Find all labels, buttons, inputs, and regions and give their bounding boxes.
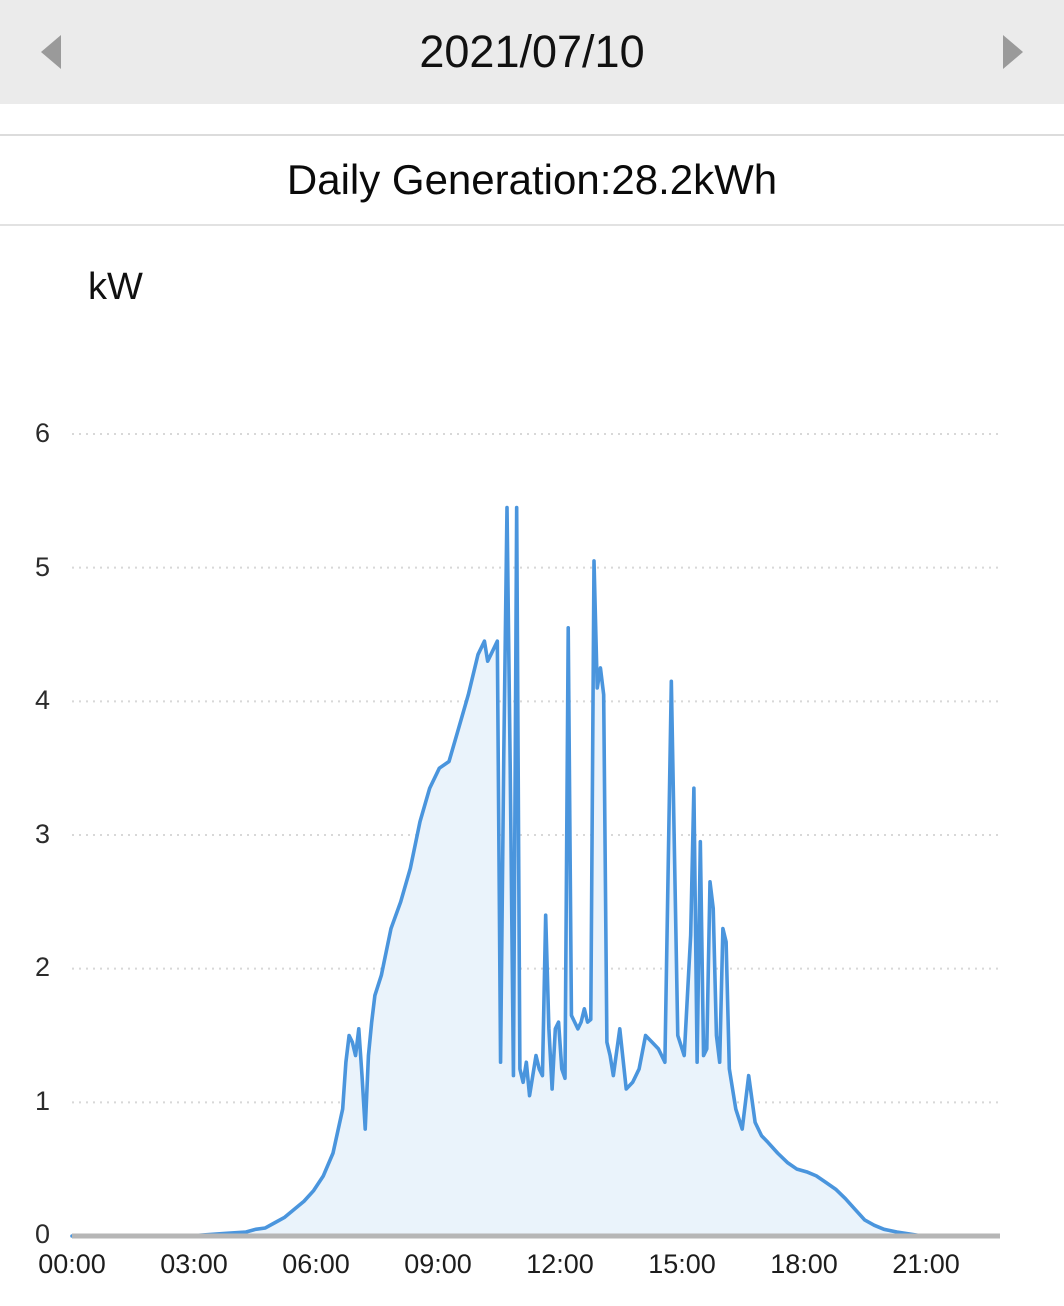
area-fill — [72, 507, 962, 1236]
triangle-right-icon — [1002, 35, 1023, 69]
power-chart: kW 6 5 4 3 2 1 0 00:00 03:00 06:00 09:00… — [0, 226, 1064, 1306]
x-tick-1800: 18:00 — [770, 1249, 838, 1279]
current-date-label: 2021/07/10 — [419, 26, 645, 77]
x-tick-0300: 03:00 — [160, 1249, 228, 1279]
y-tick-3: 3 — [34, 819, 50, 849]
x-tick-0600: 06:00 — [282, 1249, 350, 1279]
triangle-left-icon — [41, 35, 61, 69]
next-day-button[interactable] — [996, 30, 1030, 74]
x-tick-1500: 15:00 — [648, 1249, 716, 1279]
date-navigation-header: 2021/07/10 — [0, 0, 1064, 104]
x-tick-0900: 09:00 — [404, 1249, 472, 1279]
gridlines — [72, 433, 1000, 1104]
x-tick-2100: 21:00 — [892, 1249, 960, 1279]
y-axis-unit-label: kW — [88, 266, 143, 308]
power-curve-plot — [70, 433, 1000, 1239]
y-tick-4: 4 — [34, 685, 50, 715]
y-tick-2: 2 — [34, 952, 50, 982]
y-tick-5: 5 — [34, 552, 50, 582]
y-tick-6: 6 — [34, 418, 50, 448]
y-tick-0: 0 — [34, 1219, 50, 1249]
y-tick-1: 1 — [34, 1086, 50, 1116]
power-line — [70, 505, 964, 1238]
x-tick-1200: 12:00 — [526, 1249, 594, 1279]
daily-generation-summary: Daily Generation:28.2kWh — [0, 136, 1064, 226]
previous-day-button[interactable] — [34, 30, 68, 74]
title-spacer-band — [0, 104, 1064, 136]
x-tick-0000: 00:00 — [38, 1249, 106, 1279]
daily-generation-text: Daily Generation:28.2kWh — [286, 156, 778, 203]
